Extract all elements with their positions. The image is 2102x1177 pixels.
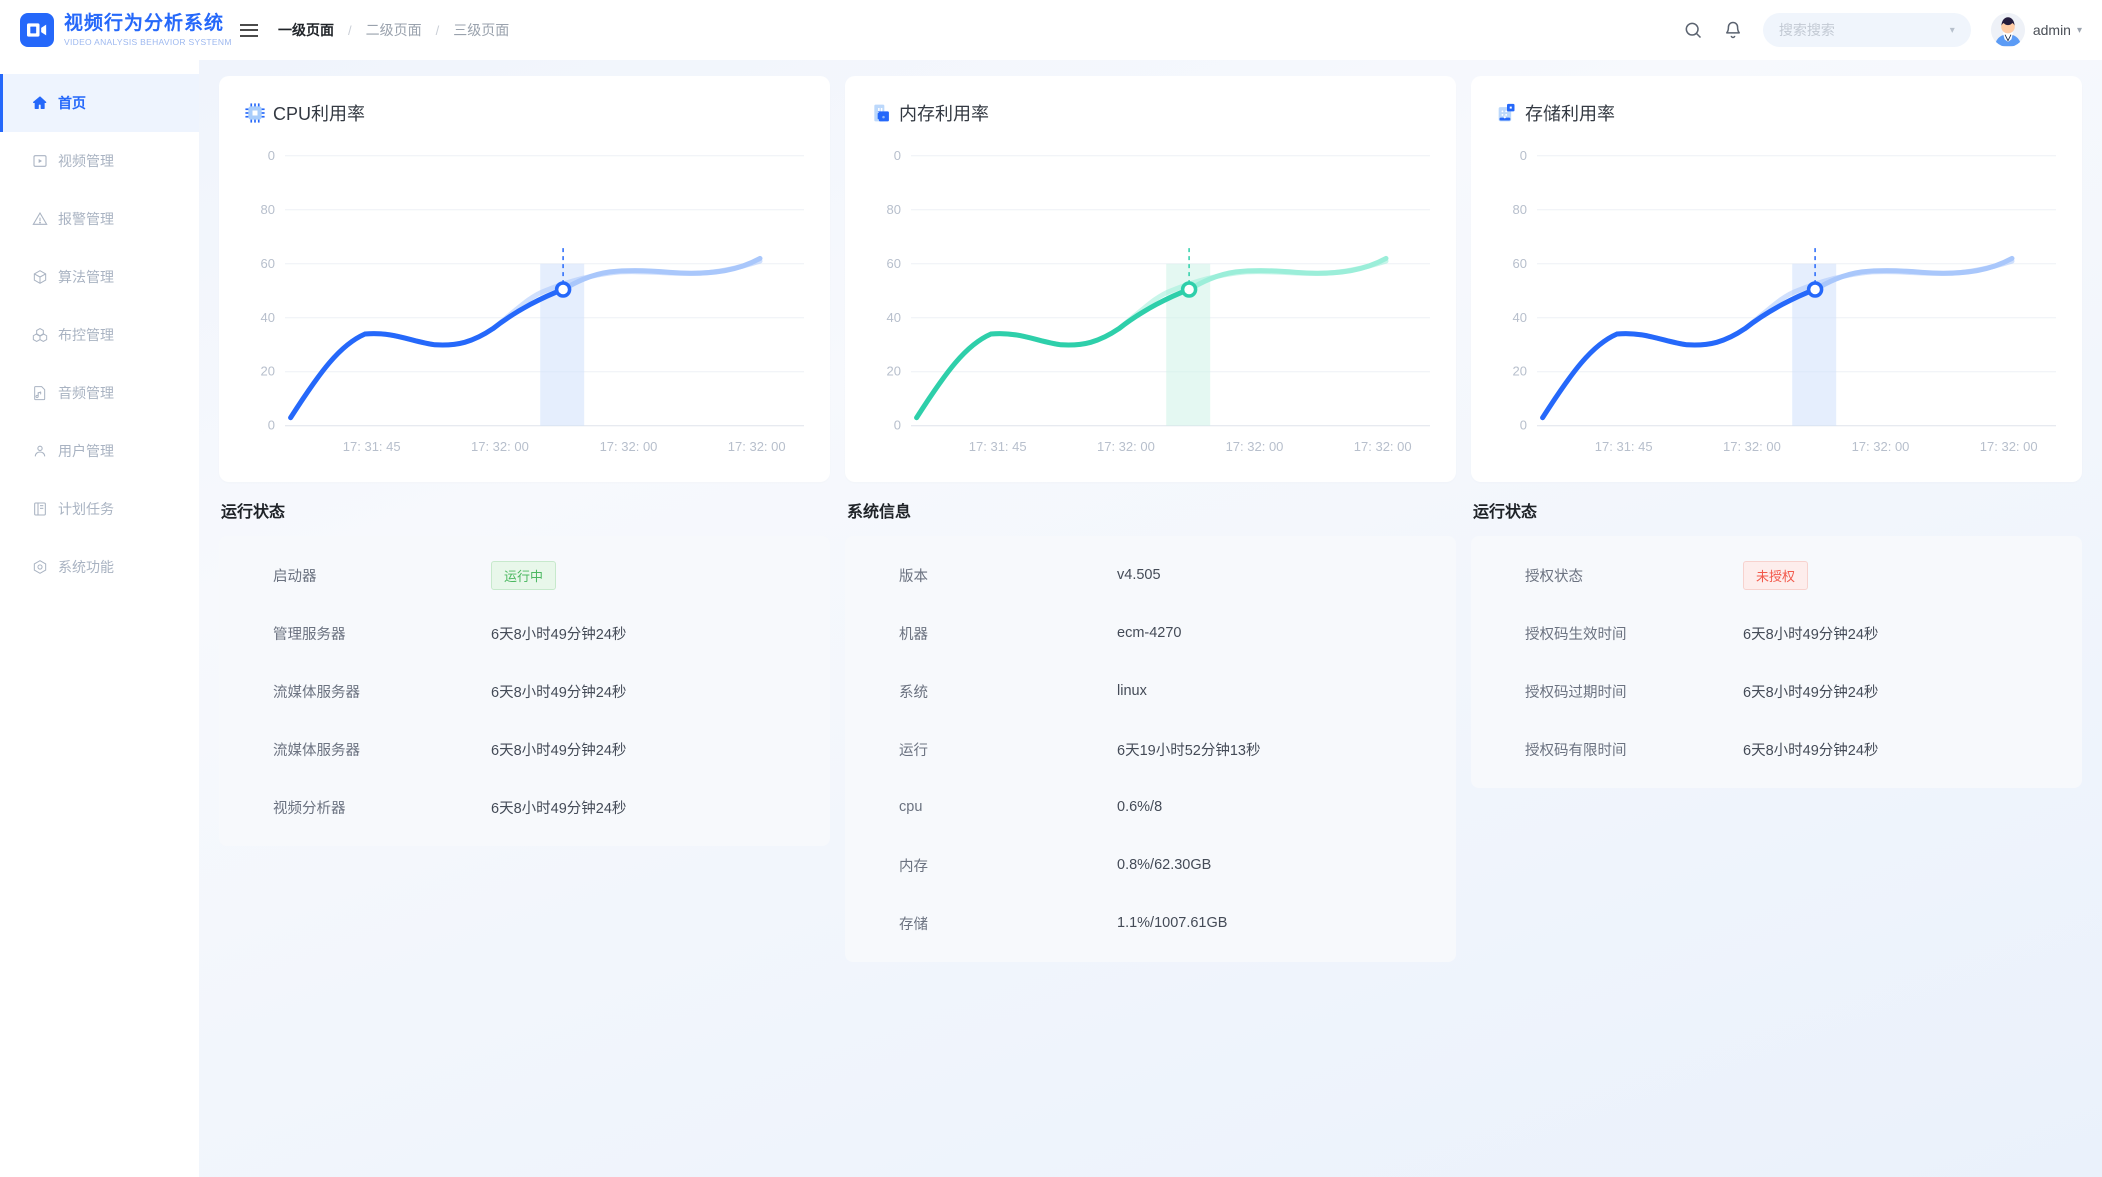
svg-text:17: 31: 45: 17: 31: 45 (969, 439, 1027, 454)
svg-text:17: 32: 00: 17: 32: 00 (471, 439, 529, 454)
svg-text:0: 0 (268, 148, 275, 163)
svg-text:80: 80 (261, 202, 275, 217)
svg-text:20: 20 (887, 364, 901, 379)
svg-text:17: 32: 00: 17: 32: 00 (1980, 439, 2038, 454)
svg-text:60: 60 (1513, 256, 1527, 271)
svg-text:40: 40 (261, 310, 275, 325)
svg-text:40: 40 (1513, 310, 1527, 325)
svg-text:17: 32: 00: 17: 32: 00 (1354, 439, 1412, 454)
svg-text:17: 31: 45: 17: 31: 45 (1595, 439, 1653, 454)
svg-text:40: 40 (887, 310, 901, 325)
svg-text:17: 32: 00: 17: 32: 00 (1097, 439, 1155, 454)
svg-text:20: 20 (1513, 364, 1527, 379)
svg-text:20: 20 (261, 364, 275, 379)
svg-text:17: 32: 00: 17: 32: 00 (1723, 439, 1781, 454)
svg-text:17: 32: 00: 17: 32: 00 (728, 439, 786, 454)
svg-text:17: 31: 45: 17: 31: 45 (343, 439, 401, 454)
svg-text:60: 60 (261, 256, 275, 271)
svg-text:60: 60 (887, 256, 901, 271)
svg-text:80: 80 (1513, 202, 1527, 217)
svg-text:0: 0 (1520, 418, 1527, 433)
svg-text:17: 32: 00: 17: 32: 00 (1226, 439, 1284, 454)
svg-text:0: 0 (894, 148, 901, 163)
svg-text:17: 32: 00: 17: 32: 00 (1852, 439, 1910, 454)
svg-text:0: 0 (268, 418, 275, 433)
svg-text:17: 32: 00: 17: 32: 00 (600, 439, 658, 454)
svg-text:0: 0 (894, 418, 901, 433)
svg-text:0: 0 (1520, 148, 1527, 163)
svg-text:80: 80 (887, 202, 901, 217)
